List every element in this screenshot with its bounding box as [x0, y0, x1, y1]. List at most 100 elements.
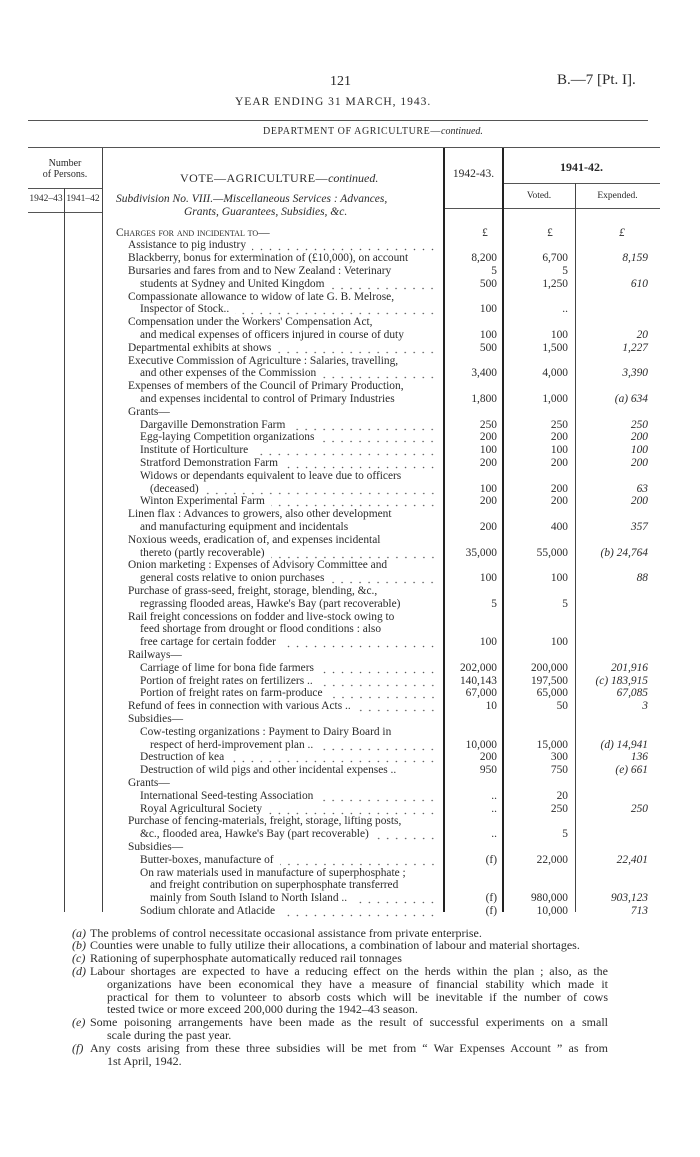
estimate-1942-43: 5 — [491, 597, 497, 610]
row-description: Refund of fees in connection with variou… — [128, 700, 437, 713]
row-text: Compassionate allowance to widow of late… — [128, 290, 395, 303]
estimate-1942-43: 1,800 — [471, 393, 497, 405]
row-description: thereto (partly recoverable) — [140, 546, 437, 560]
expended-1941-42: 201,916 — [610, 661, 648, 674]
row-text: Bursaries and fares from and to New Zeal… — [128, 265, 392, 277]
row-text: Inspector of Stock.. — [140, 303, 230, 316]
estimate-1942-43: 100 — [479, 444, 497, 457]
persons-year-prior: 1941–42 — [66, 194, 100, 204]
table-row: thereto (partly recoverable) 35,000 55,000… — [0, 546, 700, 560]
expended-1941-42: 20 — [636, 329, 648, 341]
table-row: Royal Agricultural Society.. 250 250 — [0, 802, 700, 816]
header-rule — [28, 120, 648, 121]
voted-1941-42: 200 — [550, 495, 568, 508]
row-text: Institute of Horticulture — [140, 444, 249, 457]
estimate-1942-43: 500 — [479, 277, 497, 290]
table-top-rule — [28, 147, 660, 148]
footnote: (a) The problems of control necessitate o… — [72, 926, 608, 940]
expended-1941-42: 713 — [630, 905, 648, 917]
table-row: Carriage of lime for bona fide farmers 20… — [0, 661, 700, 675]
row-text: Blackberry, bonus for extermination of (… — [128, 252, 409, 265]
voted-1941-42: 250 — [550, 418, 568, 431]
estimate-1942-43: 250 — [479, 418, 497, 431]
department-name: DEPARTMENT OF AGRICULTURE— — [263, 126, 441, 137]
row-text: Portion of freight rates on fertilizers … — [140, 674, 313, 687]
dot-leader — [353, 892, 437, 905]
dot-leader — [319, 789, 437, 803]
row-description: Charges for and incidental to— — [116, 227, 437, 240]
row-description: mainly from South Island to North Island… — [150, 892, 437, 905]
row-text: regrassing flooded areas, Hawke's Bay (p… — [140, 597, 401, 610]
dot-leader — [235, 303, 437, 317]
expended-1941-42: 250 — [630, 418, 648, 431]
dot-leader — [268, 802, 437, 816]
voted-1941-42: 100 — [550, 572, 568, 585]
row-text: Charges for and incidental to— — [116, 226, 270, 239]
expended-1941-42: 610 — [630, 277, 648, 290]
row-description: Grants— — [128, 406, 437, 419]
department-continued: continued. — [441, 126, 483, 137]
persons-header-rule — [28, 188, 102, 189]
voted-1941-42: 5 — [562, 265, 568, 277]
row-text: Assistance to pig industry — [128, 239, 247, 252]
estimate-1942-43: 5 — [491, 265, 497, 277]
expended-1941-42: (a) 634 — [614, 393, 648, 405]
row-text: general costs relative to onion purchase… — [140, 572, 325, 585]
dot-leader — [374, 828, 437, 841]
dot-leader — [320, 431, 437, 445]
row-text: On raw materials used in manufacture of … — [140, 866, 406, 879]
row-description: Compensation under the Workers' Compensa… — [128, 316, 437, 329]
row-description: Carriage of lime for bona fide farmers — [140, 661, 437, 675]
expended-1941-42: 3,390 — [622, 367, 648, 380]
vote-continued: continued. — [328, 171, 379, 185]
voted-1941-42: 100 — [550, 444, 568, 457]
expended-1941-42: 250 — [630, 802, 648, 815]
expended-1941-42: (c) 183,915 — [595, 674, 648, 687]
voted-1941-42: 980,000 — [530, 892, 568, 905]
dot-leader — [319, 661, 437, 675]
persons-header-line1: Number — [48, 158, 82, 169]
footnote-line: Rationing of superphosphate automaticall… — [90, 951, 402, 966]
row-text: Subsidies— — [128, 713, 184, 725]
table-row: and other expenses of the Commission 3,40… — [0, 367, 700, 381]
table-row: Stratford Demonstration Farm 200 200 200 — [0, 457, 700, 470]
dot-leader — [270, 546, 437, 560]
voted-1941-42: 200,000 — [530, 661, 568, 674]
row-description: Institute of Horticulture — [140, 444, 437, 457]
row-text: Subsidies— — [128, 841, 184, 853]
column-header-expended: Expended. — [597, 191, 638, 201]
row-text: Grants— — [128, 777, 170, 789]
row-text: respect of herd-improvement plan .. — [150, 738, 314, 751]
table-row: On raw materials used in manufacture of … — [0, 867, 700, 880]
table-row: students at Sydney and United Kingdom 500… — [0, 277, 700, 291]
estimate-1942-43: £ — [482, 226, 488, 239]
table-row: Assistance to pig industry — [0, 239, 700, 253]
dot-leader — [330, 572, 437, 585]
row-description: Egg-laying Competition organizations — [140, 431, 437, 445]
table-row: (deceased) 100 200 63 — [0, 482, 700, 496]
row-description: Subsidies— — [128, 841, 437, 854]
table-row: Bursaries and fares from and to New Zeal… — [0, 265, 700, 278]
row-text: Noxious weeds, eradication of, and expen… — [128, 533, 381, 546]
row-text: Compensation under the Workers' Compensa… — [128, 316, 373, 329]
column-header-voted: Voted. — [526, 191, 552, 201]
row-text: Dargaville Demonstration Farm — [140, 418, 286, 431]
estimate-1942-43: 100 — [479, 482, 497, 495]
table-row: Rail freight concessions on fodder and l… — [0, 611, 700, 624]
column-header-estimate: 1942-43. — [452, 168, 495, 180]
estimate-1942-43: 3,400 — [471, 367, 497, 380]
expended-1941-42: (b) 24,764 — [600, 546, 648, 559]
row-text: Railways— — [128, 649, 182, 661]
footnote-line: scale during the past year. — [107, 1027, 232, 1042]
voted-1941-42: £ — [547, 226, 553, 239]
estimate-1942-43: 200 — [479, 457, 497, 469]
row-description: Stratford Demonstration Farm — [140, 457, 437, 470]
table-row: Departmental exhibits at shows 500 1,500 1,… — [0, 341, 700, 355]
page-number: 121 — [330, 74, 351, 89]
row-text: Sodium chlorate and Atlacide — [140, 905, 276, 917]
dot-leader — [281, 905, 437, 918]
footnote-label: (b) — [72, 938, 86, 953]
row-description: general costs relative to onion purchase… — [140, 572, 437, 585]
table-row: Refund of fees in connection with variou… — [0, 700, 700, 713]
table-row: Blackberry, bonus for extermination of (… — [0, 252, 700, 265]
